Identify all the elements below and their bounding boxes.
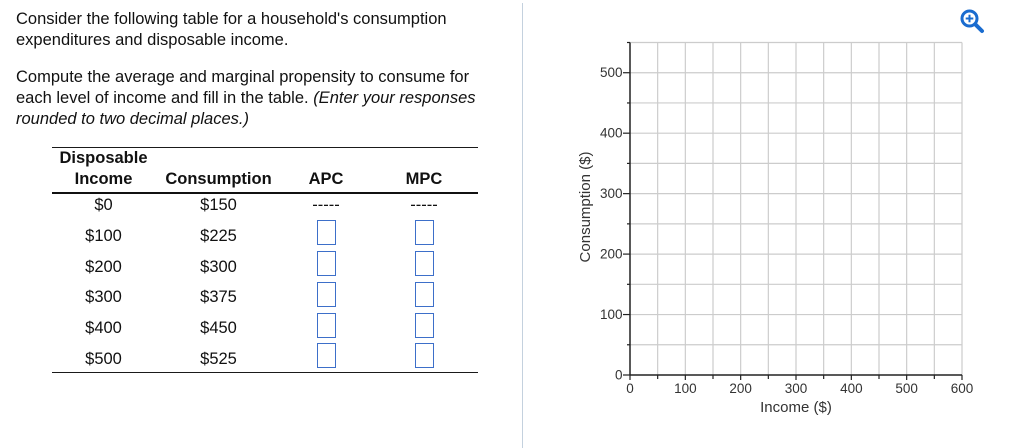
graph-axes: [623, 41, 963, 380]
apc-cell: [282, 220, 370, 248]
consumption-cell: $225: [200, 226, 237, 245]
consumption-income-graph: 0 100 200 300 400 500 600 0 100 200 300 400 500 Inco…: [577, 41, 973, 416]
x-tick-label: 0: [626, 381, 634, 396]
table-header-row-2: Income Consumption APC MPC: [52, 169, 478, 190]
y-tick-label: 400: [600, 126, 623, 141]
consumption-table: Disposable Income Consumption APC MPC $0…: [52, 147, 478, 377]
table-row: $500 $525: [52, 343, 478, 375]
apc-input-income-100[interactable]: [316, 220, 336, 246]
mpc-cell: [370, 251, 478, 279]
consumption-cell: $375: [200, 288, 237, 307]
apc-input-income-500[interactable]: [316, 343, 336, 369]
consumption-cell: $300: [200, 257, 237, 276]
intro-text: Consider the following table for a house…: [16, 10, 447, 49]
header-apc: APC: [308, 170, 344, 188]
apc-cell: [282, 312, 370, 341]
apc-cell: [282, 281, 370, 310]
zoom-button[interactable]: [957, 6, 987, 36]
y-tick-label: 200: [600, 247, 623, 262]
apc-not-applicable: -----: [312, 195, 340, 214]
question-instruction: Compute the average and marginal propens…: [16, 67, 501, 130]
table-row: $300 $375: [52, 281, 478, 313]
x-tick-label: 100: [674, 381, 697, 396]
income-cell: $500: [85, 349, 122, 368]
table-header-row-1: Disposable: [52, 148, 478, 169]
instruction-text: Compute the average and marginal propens…: [16, 68, 470, 107]
mpc-cell: [370, 312, 478, 341]
graph-grid: [630, 41, 963, 375]
table-bottom-rule: [52, 372, 478, 373]
panel-divider[interactable]: [522, 3, 523, 448]
apc-input-income-400[interactable]: [316, 312, 336, 338]
consumption-cell: $150: [200, 195, 237, 214]
header-disposable: Disposable: [59, 149, 148, 167]
mpc-cell: [370, 343, 478, 371]
consumption-cell: $450: [200, 319, 237, 338]
mpc-input-income-300[interactable]: [414, 281, 434, 307]
x-tick-label: 400: [840, 381, 863, 396]
income-cell: $200: [85, 257, 122, 276]
y-tick-label: 500: [600, 65, 623, 80]
header-consumption: Consumption: [165, 170, 272, 188]
income-cell: $400: [85, 319, 122, 338]
mpc-input-income-100[interactable]: [414, 220, 434, 246]
income-cell: $100: [85, 226, 122, 245]
question-intro: Consider the following table for a house…: [16, 9, 501, 51]
mpc-input-income-400[interactable]: [414, 312, 434, 338]
apc-input-income-300[interactable]: [316, 281, 336, 307]
zoom-in-icon: [960, 9, 984, 33]
mpc-cell: [370, 220, 478, 248]
header-income: Income: [74, 170, 133, 188]
consumption-cell: $525: [200, 349, 237, 368]
mpc-input-income-500[interactable]: [414, 343, 434, 369]
y-tick-label: 100: [600, 307, 623, 322]
mpc-cell: [370, 281, 478, 310]
table-row: $100 $225: [52, 220, 478, 251]
x-tick-label: 600: [951, 381, 974, 396]
mpc-not-applicable: -----: [410, 195, 438, 214]
y-tick-label: 300: [600, 186, 623, 201]
mpc-input-income-200[interactable]: [414, 251, 434, 277]
table-row: $0 $150 ----- -----: [52, 190, 478, 221]
apc-cell: [282, 251, 370, 279]
table-row: $400 $450: [52, 312, 478, 344]
y-axis-title: Consumption ($): [577, 152, 594, 263]
x-axis-title: Income ($): [760, 399, 832, 416]
income-cell: $300: [85, 288, 122, 307]
apc-cell: [282, 343, 370, 371]
table-top-rule: [52, 147, 478, 148]
table-body: $0 $150 ----- ----- $100 $225 $200 $300 …: [52, 190, 478, 375]
x-tick-label: 500: [895, 381, 918, 396]
table-header-rule: [52, 192, 478, 194]
income-cell: $0: [94, 195, 113, 214]
x-tick-label: 300: [785, 381, 808, 396]
y-tick-label: 0: [615, 368, 623, 383]
x-tick-label: 200: [729, 381, 752, 396]
graph-tick-labels: 0 100 200 300 400 500 600 0 100 200 300 400 500: [600, 65, 973, 396]
apc-input-income-200[interactable]: [316, 251, 336, 277]
header-mpc: MPC: [405, 170, 443, 188]
instruction-note: (Enter your responses rounded to two dec…: [16, 89, 476, 128]
table-row: $200 $300: [52, 251, 478, 282]
